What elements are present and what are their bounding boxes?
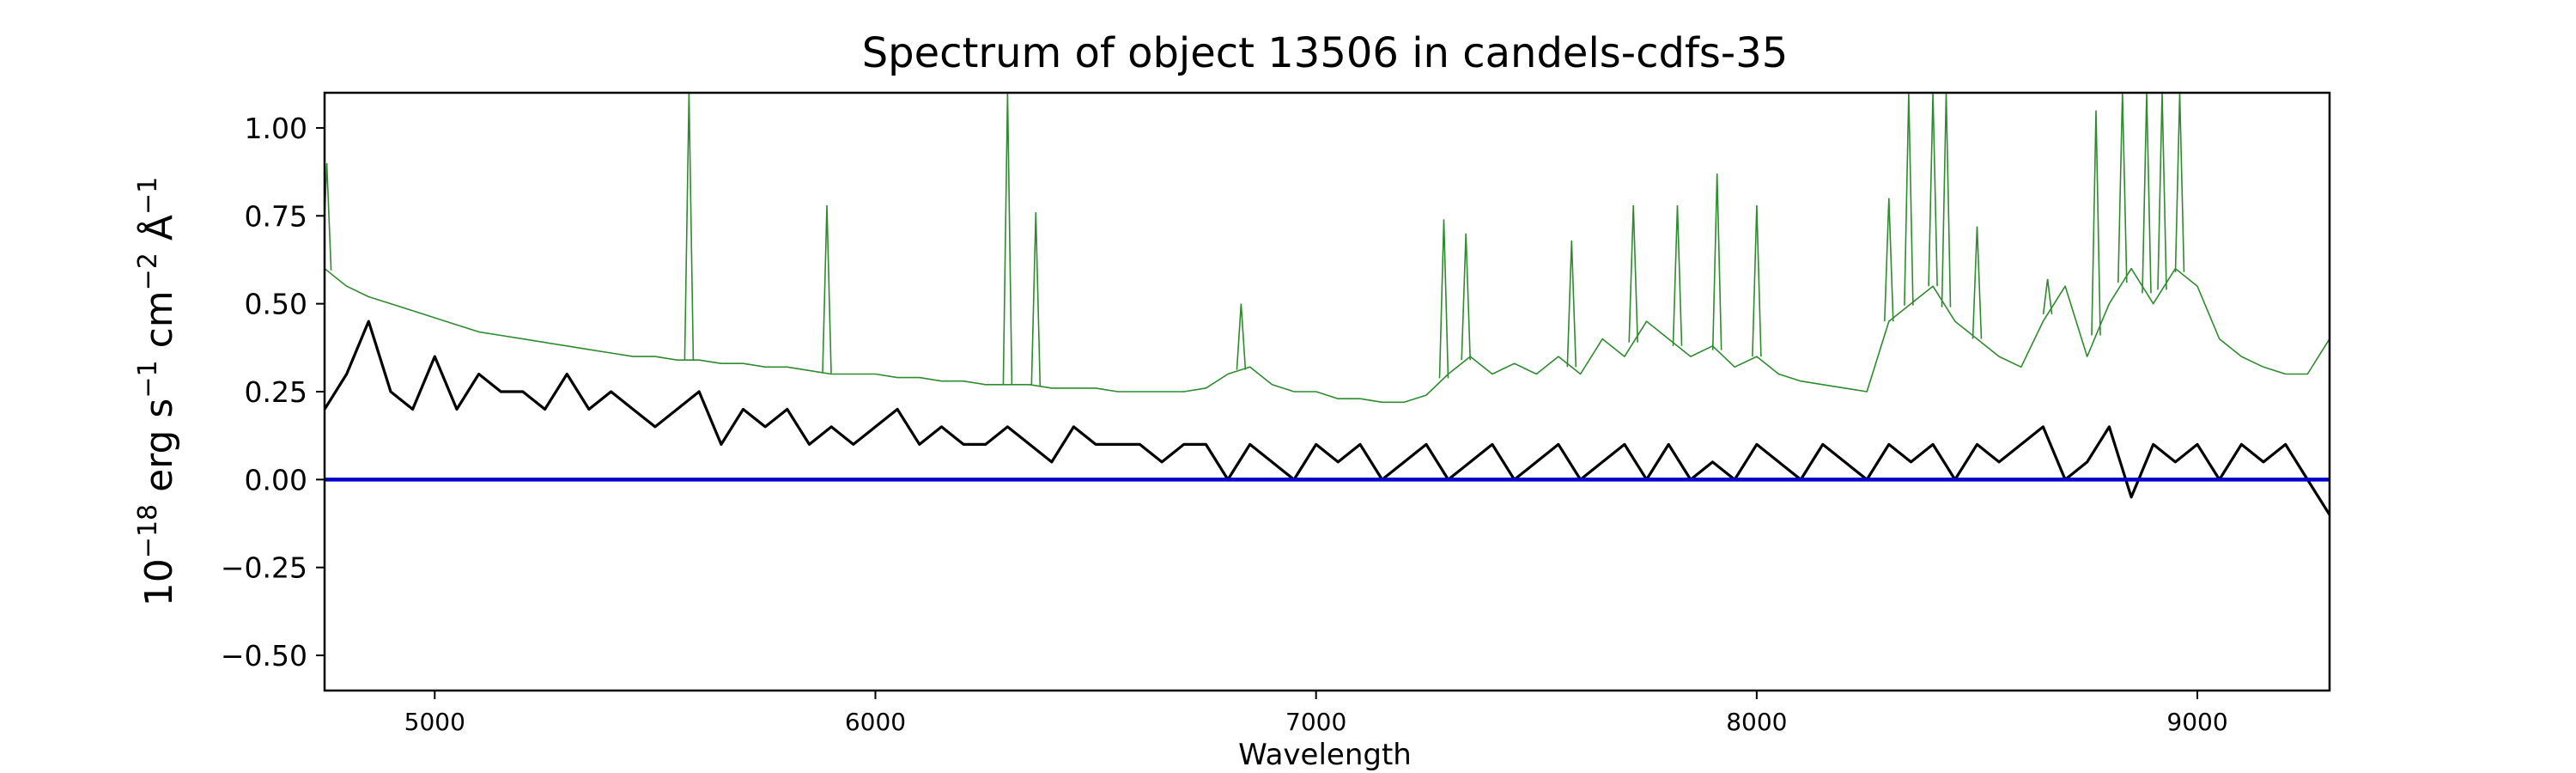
error-spike-20 bbox=[2117, 93, 2128, 283]
x-axis-label: Wavelength bbox=[1238, 738, 1412, 772]
x-tick-label: 8000 bbox=[1726, 708, 1787, 736]
x-tick-label: 6000 bbox=[845, 708, 906, 736]
error-spike-2 bbox=[822, 204, 832, 374]
series-layer bbox=[325, 93, 2330, 516]
y-label-exponent: −18 bbox=[133, 504, 163, 558]
error-spike-5 bbox=[1236, 303, 1247, 370]
y-tick-label: 1.00 bbox=[245, 112, 307, 145]
plot-area bbox=[323, 91, 2331, 692]
error-spike-23 bbox=[2174, 93, 2185, 272]
error-spike-9 bbox=[1628, 204, 1638, 343]
y-label-angstrom-exponent: −1 bbox=[133, 177, 163, 215]
y-axis-ticks: −0.50 −0.25 0.00 0.25 0.50 0.75 1.00 bbox=[221, 112, 325, 673]
y-label-cm: cm bbox=[137, 290, 181, 360]
x-tick-label: 5000 bbox=[404, 708, 465, 736]
error-spike-10 bbox=[1672, 204, 1683, 346]
error-spike-22 bbox=[2157, 93, 2167, 290]
error-spike-8 bbox=[1566, 240, 1577, 368]
error-spike-19 bbox=[2091, 110, 2101, 336]
y-tick-label: −0.25 bbox=[221, 551, 307, 585]
y-tick-label: 0.00 bbox=[245, 463, 307, 496]
y-tick-label: 0.25 bbox=[245, 375, 307, 409]
error-spike-14 bbox=[1904, 93, 1914, 306]
y-tick-label: 0.75 bbox=[245, 199, 307, 233]
x-axis-ticks: 5000 6000 7000 8000 9000 bbox=[404, 691, 2228, 736]
error-spike-6 bbox=[1438, 219, 1449, 379]
error-spike-18 bbox=[2042, 278, 2053, 314]
error-spike-21 bbox=[2142, 93, 2152, 294]
y-label-angstrom: Å bbox=[136, 215, 181, 253]
x-tick-label: 7000 bbox=[1285, 708, 1346, 736]
series-line-flux bbox=[325, 320, 2330, 516]
y-label-erg-s: erg s bbox=[137, 399, 181, 504]
y-label-base: 10 bbox=[137, 558, 181, 606]
error-spike-13 bbox=[1884, 198, 1894, 322]
error-spike-1 bbox=[683, 93, 695, 361]
error-spike-0 bbox=[325, 162, 332, 271]
x-tick-label: 9000 bbox=[2166, 708, 2227, 736]
series-line-error bbox=[325, 267, 2330, 404]
error-spike-11 bbox=[1711, 173, 1722, 350]
error-spike-7 bbox=[1461, 233, 1471, 361]
error-spike-4 bbox=[1030, 212, 1042, 386]
y-tick-label: 0.50 bbox=[245, 288, 307, 321]
y-label-cm-exponent: −2 bbox=[133, 253, 163, 290]
error-spike-12 bbox=[1752, 204, 1762, 357]
chart-title: Spectrum of object 13506 in candels-cdfs… bbox=[862, 29, 1789, 77]
y-tick-label: −0.50 bbox=[221, 639, 307, 673]
y-axis-label: 10−18 erg s−1 cm−2 Å−1 bbox=[133, 177, 181, 606]
error-spike-15 bbox=[1928, 93, 1938, 287]
error-spike-17 bbox=[1971, 226, 1983, 339]
error-spike-3 bbox=[1002, 93, 1013, 385]
y-label-s-exponent: −1 bbox=[133, 360, 163, 398]
error-spike-16 bbox=[1941, 93, 1952, 307]
